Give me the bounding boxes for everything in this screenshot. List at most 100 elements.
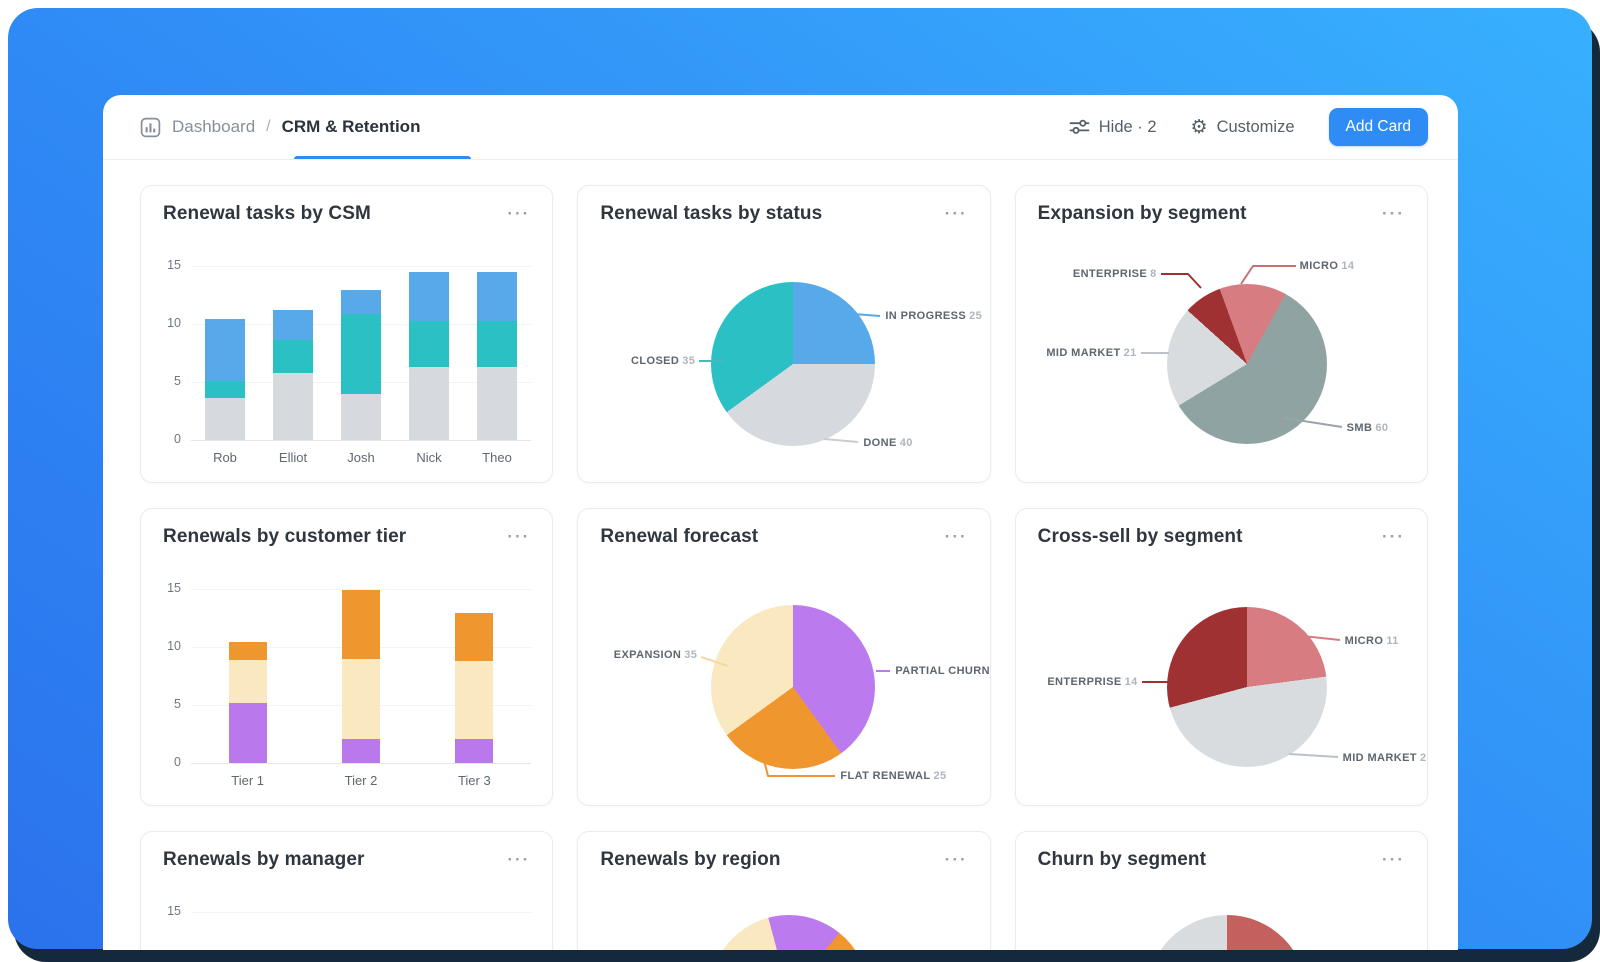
- dashboard-card: Renewals by customer tier ··· 15 10 5 0 Tier 1…: [140, 508, 554, 806]
- pie-label-name: PARTIAL CHURN: [895, 665, 990, 677]
- card-header: Renewal tasks by status ···: [578, 186, 989, 225]
- chart-area: 15 10 5 0 Rob Elliot Josh Nick Theo: [141, 246, 552, 482]
- pie-label-value: 21: [1123, 347, 1137, 359]
- pie-label-name: MICRO: [1299, 260, 1339, 272]
- card-title: Renewals by customer tier: [163, 526, 407, 547]
- card-title: Expansion by segment: [1037, 203, 1247, 224]
- y-axis-tick: 10: [167, 639, 181, 653]
- card-title: Renewal tasks by CSM: [163, 203, 371, 224]
- pie-label-value: 35: [682, 355, 696, 367]
- pie-label: DONE 40: [863, 437, 912, 449]
- card-menu-button[interactable]: ···: [1376, 203, 1411, 224]
- x-axis-label: Nick: [416, 450, 442, 465]
- card-menu-button[interactable]: ···: [501, 203, 536, 224]
- pie-label: CLOSED 35: [631, 355, 695, 367]
- card-menu-button[interactable]: ···: [1376, 526, 1411, 547]
- card-header: Churn by segment ···: [1016, 832, 1427, 871]
- bar-segment: [342, 658, 380, 739]
- pie-chart: [711, 605, 876, 769]
- chart-area: IN PROGRESS 25 DONE 40 CLOSED 35: [578, 246, 989, 482]
- pie-label-value: 35: [684, 649, 698, 661]
- dashboard-card: Renewal tasks by status ··· IN PROGRESS 25 D…: [577, 185, 991, 483]
- gear-icon: ⚙: [1190, 116, 1208, 138]
- pie-label: MICRO 11: [1345, 635, 1399, 647]
- pie-label: IN PROGRESS 25: [885, 310, 982, 322]
- bar-segment: [228, 642, 267, 660]
- y-axis-tick: 5: [174, 374, 181, 388]
- pie-label-value: 23: [1419, 752, 1427, 764]
- pie-label-line: [1160, 273, 1202, 289]
- breadcrumb-separator: /: [266, 118, 271, 135]
- bar-segment: [342, 590, 380, 659]
- pie-label-name: ENTERPRISE: [1047, 676, 1122, 688]
- bar-segment: [409, 320, 449, 367]
- bar-segment: [477, 271, 517, 321]
- bar-segment: [409, 271, 449, 321]
- bar-segment: [228, 702, 267, 763]
- card-header: Renewal forecast ···: [578, 509, 989, 548]
- pie-label-name: SMB: [1346, 422, 1373, 434]
- dashboard-card: Renewal forecast ··· PARTIAL CHURN40 FLAT R…: [577, 508, 991, 806]
- bar-segment: [205, 319, 245, 381]
- pie-label: ENTERPRISE 8: [1073, 268, 1157, 280]
- hide-label: Hide · 2: [1098, 117, 1157, 136]
- y-axis-tick: 10: [167, 316, 181, 330]
- bar-segment: [205, 398, 245, 440]
- bar-segment: [341, 313, 381, 394]
- dashboard-card: Expansion by segment ··· MICRO 14 SMB 60 MID M…: [1014, 185, 1428, 483]
- card-title: Renewal tasks by status: [600, 203, 823, 224]
- bar-segment: [477, 366, 517, 440]
- sliders-icon: [1069, 118, 1090, 136]
- card-menu-button[interactable]: ···: [501, 849, 536, 870]
- pie-label-line: [1288, 753, 1338, 758]
- x-axis-label: Rob: [213, 450, 237, 465]
- dashboard-icon: [140, 117, 161, 138]
- breadcrumb-dashboard-link[interactable]: Dashboard: [172, 117, 256, 136]
- x-axis-label: Josh: [347, 450, 375, 465]
- pie-chart: [711, 282, 876, 446]
- x-axis-label: Elliot: [278, 450, 308, 465]
- y-gridline: [191, 266, 531, 267]
- card-menu-button[interactable]: ···: [501, 526, 536, 547]
- y-axis-tick: 5: [174, 697, 181, 711]
- x-axis-label: Tier 2: [344, 773, 378, 788]
- customize-button[interactable]: ⚙ Customize: [1191, 118, 1295, 137]
- dashboard-panel: Dashboard / CRM & Retention Hide · 2 ⚙: [103, 95, 1458, 950]
- dashboard-card: Churn by segment ···: [1014, 831, 1428, 950]
- card-title: Renewals by region: [600, 849, 781, 870]
- card-title: Renewals by manager: [163, 849, 365, 870]
- card-menu-button[interactable]: ···: [1376, 849, 1411, 870]
- pie-label: ENTERPRISE 14: [1047, 676, 1137, 688]
- hide-button[interactable]: Hide · 2: [1069, 118, 1157, 137]
- card-header: Expansion by segment ···: [1016, 186, 1427, 225]
- pie-label-line: [1239, 265, 1296, 285]
- y-axis-tick: 15: [167, 581, 181, 595]
- card-menu-button[interactable]: ···: [939, 203, 974, 224]
- tab-crm-retention[interactable]: CRM & Retention: [281, 117, 421, 136]
- pie-label-value: 25: [969, 310, 983, 322]
- pie-label: FLAT RENEWAL 25: [840, 770, 946, 782]
- card-menu-button[interactable]: ···: [939, 849, 974, 870]
- pie-label: MID MARKET 21: [1046, 347, 1136, 359]
- card-title: Churn by segment: [1037, 849, 1207, 870]
- bar-segment: [455, 660, 494, 739]
- pie-label: PARTIAL CHURN40: [895, 665, 990, 677]
- pie-chart: [1166, 607, 1327, 767]
- pie-label: MID MARKET23: [1343, 752, 1427, 764]
- x-axis-label: Tier 1: [231, 773, 265, 788]
- pie-chart: [1146, 915, 1307, 950]
- pie-label-name: EXPANSION: [613, 649, 682, 661]
- bar-segment: [273, 310, 313, 341]
- pie-label-name: DONE: [863, 437, 897, 449]
- pie-label-value: 25: [933, 770, 947, 782]
- add-card-button[interactable]: Add Card: [1328, 108, 1428, 146]
- card-title: Cross-sell by segment: [1037, 526, 1243, 547]
- card-title: Renewal forecast: [600, 526, 759, 547]
- card-header: Renewals by manager ···: [141, 832, 552, 871]
- bar-segment: [228, 659, 267, 703]
- pie-label-value: 8: [1150, 268, 1157, 280]
- bar-segment: [477, 320, 517, 367]
- pie-label-name: FLAT RENEWAL: [840, 770, 931, 782]
- card-menu-button[interactable]: ···: [939, 526, 974, 547]
- chart-area: 15 10 5 0 Tier 1 Tier 2 Tier 3: [141, 569, 552, 805]
